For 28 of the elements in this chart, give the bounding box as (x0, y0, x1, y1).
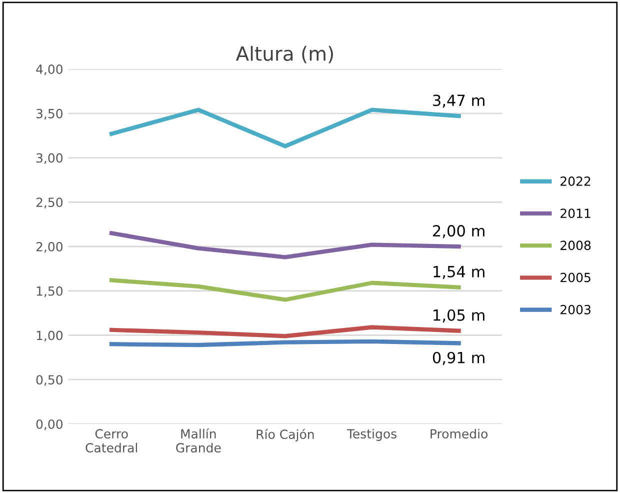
y-tick-label: 4,00 (36, 64, 63, 76)
line-series (110, 325, 461, 338)
y-tick-label: 1,50 (36, 286, 63, 298)
annotation: 0,91 m (432, 352, 484, 365)
chart-title: Altura (m) (236, 46, 333, 64)
annotation: 3,47 m (433, 94, 484, 108)
y-tick-label: 0,00 (36, 419, 63, 430)
y-tick-label: 2,00 (36, 242, 63, 253)
x-tick-label: Promedio (430, 428, 488, 439)
legend-label: 2022 (560, 176, 590, 186)
legend-label: 2003 (560, 304, 590, 314)
legend-label: 2005 (560, 272, 590, 282)
y-tick-label: 3,50 (36, 108, 63, 120)
line-series (110, 278, 461, 302)
legend-label: 2008 (560, 240, 591, 250)
y-tick-label: 2,50 (36, 198, 63, 208)
x-tick-label: Río Cajón (256, 428, 314, 442)
annotation: 1,05 m (434, 309, 484, 322)
legend-label: 2011 (560, 208, 590, 218)
annotation: 1,54 m (434, 266, 484, 279)
y-tick-label: 0,50 (36, 375, 63, 386)
y-tick-label: 3,00 (36, 153, 63, 164)
x-tick-label: Testigos (346, 428, 396, 441)
x-tick-label: Mallín Grande (176, 428, 221, 453)
y-tick-label: 1,00 (36, 330, 63, 342)
annotation: 2,00 m (433, 225, 484, 238)
x-tick-label: Cerro Catedral (86, 429, 138, 453)
line-series (110, 108, 461, 148)
